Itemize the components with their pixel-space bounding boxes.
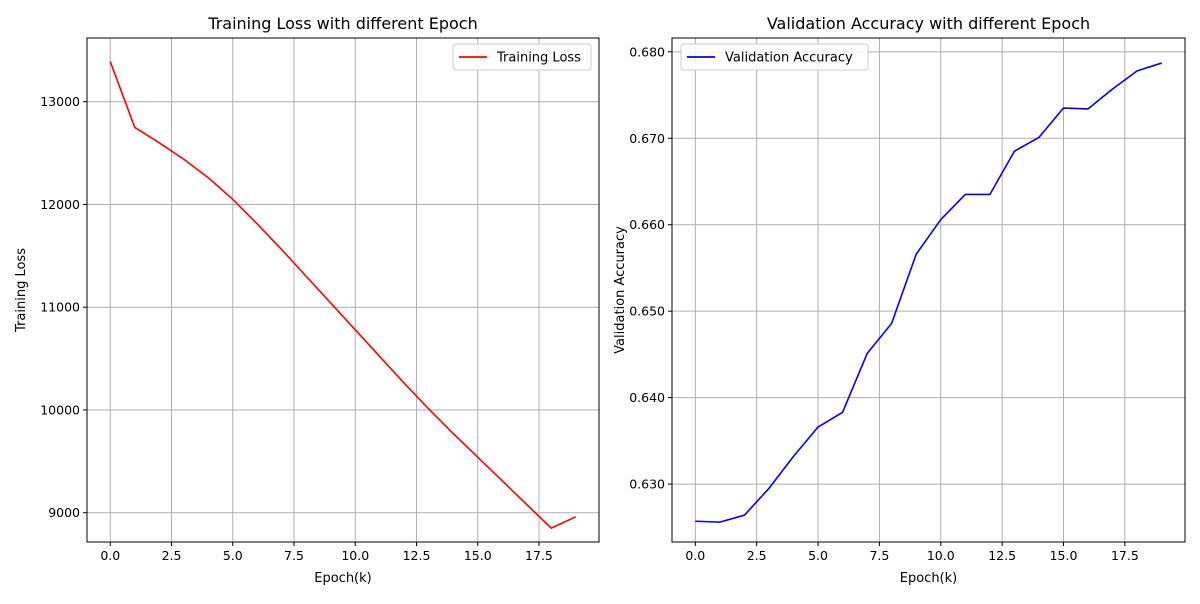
y-axis-label: Training Loss [14,248,29,333]
y-tick-label: 0.670 [629,131,665,146]
x-tick-label: 7.5 [284,548,304,563]
legend-label: Training Loss [496,51,581,66]
legend: Training Loss [452,43,592,71]
chart-panel-2: 0.0 2.5 5.0 7.5 10.0 12.5 15.0 17.5 0.630 0.640 0.… [613,14,1186,586]
x-tick-label: 12.5 [403,548,431,563]
chart-title: Training Loss with different Epoch [207,14,477,33]
y-tick-label: 0.640 [629,390,665,405]
legend: Validation Accuracy [680,43,869,71]
x-tick-label: 17.5 [525,548,553,563]
x-tick-label: 2.5 [747,548,767,563]
axes-frame [86,37,600,543]
y-tick-label: 0.660 [629,217,665,232]
y-tick-label: 11000 [40,300,80,315]
y-tick-label: 9000 [48,505,80,520]
series-line-1 [109,61,577,529]
x-axis-label: Epoch(k) [314,571,371,586]
legend-box [452,43,592,71]
chart-title: Validation Accuracy with different Epoch [767,14,1090,33]
x-tick-label: 5.0 [808,548,828,563]
series-line-1 [695,62,1162,523]
x-tick-label: 17.5 [1111,548,1139,563]
y-tick-label: 12000 [40,197,80,212]
x-tick-label: 10.0 [341,548,369,563]
legend-box [680,43,869,71]
x-tick-label: 15.0 [464,548,492,563]
y-axis-label: Validation Accuracy [613,226,628,354]
x-tick-label: 0.0 [685,548,705,563]
y-tick-label: 0.680 [629,44,665,59]
x-tick-label: 12.5 [988,548,1016,563]
x-tick-label: 5.0 [223,548,243,563]
x-tick-label: 0.0 [100,548,120,563]
x-tick-label: 7.5 [869,548,889,563]
x-axis-label: Epoch(k) [900,571,957,586]
y-tick-label: 10000 [40,402,80,417]
y-tick-label: 13000 [40,94,80,109]
chart-panel-1: 0.0 2.5 5.0 7.5 10.0 12.5 15.0 17.5 9000 10000 110… [14,14,600,586]
x-tick-label: 10.0 [927,548,955,563]
x-tick-label: 15.0 [1050,548,1078,563]
x-tick-label: 2.5 [162,548,182,563]
y-tick-label: 0.650 [629,304,665,319]
axes-frame [671,37,1186,543]
legend-label: Validation Accuracy [725,51,853,66]
y-tick-label: 0.630 [629,477,665,492]
